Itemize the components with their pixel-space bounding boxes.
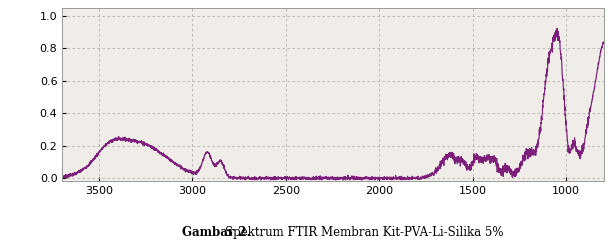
Text: Spektrum FTIR Membran Kit-PVA-Li-Silika 5%: Spektrum FTIR Membran Kit-PVA-Li-Silika … (225, 226, 503, 239)
Text: Gambar 2.: Gambar 2. (182, 226, 250, 239)
